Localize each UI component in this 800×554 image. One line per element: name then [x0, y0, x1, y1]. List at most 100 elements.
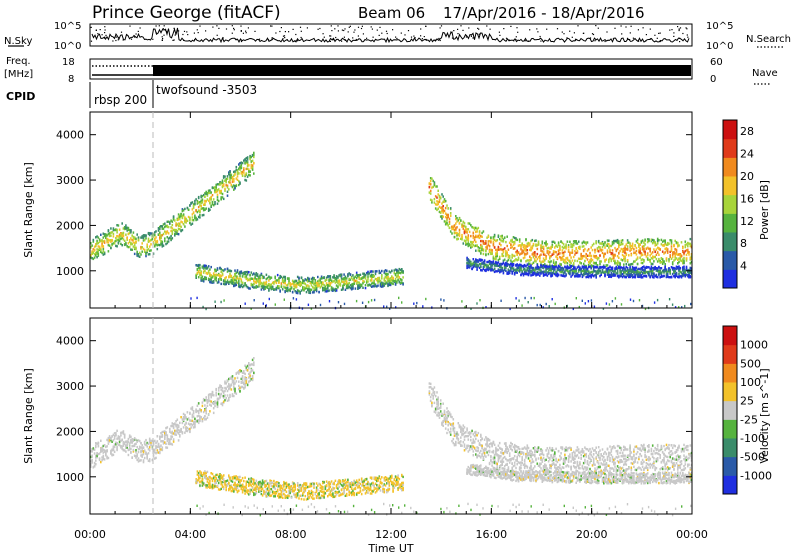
echo-point — [518, 270, 521, 273]
echo-point — [586, 258, 589, 261]
echo-point — [540, 249, 542, 252]
echo-point — [669, 254, 671, 257]
echo-point — [590, 267, 592, 270]
echo-point — [626, 241, 629, 245]
echo-point — [571, 273, 574, 277]
echo-point — [185, 429, 187, 432]
echo-point — [176, 427, 179, 431]
echo-point — [608, 303, 611, 306]
echo-point — [488, 262, 491, 265]
echo-point — [330, 288, 333, 291]
echo-point — [623, 270, 625, 273]
nsearch-point — [231, 32, 233, 34]
nsearch-point — [372, 36, 374, 38]
nsearch-point — [659, 40, 661, 43]
echo-point — [255, 281, 258, 284]
echo-point — [187, 417, 190, 420]
echo-point — [392, 282, 394, 286]
echo-point — [332, 276, 334, 279]
echo-point — [451, 225, 453, 228]
echo-point — [342, 280, 344, 284]
echo-point — [663, 252, 665, 255]
echo-point — [100, 450, 102, 453]
echo-point — [249, 274, 251, 277]
echo-point — [616, 274, 619, 278]
nsearch-point — [352, 37, 354, 39]
echo-point — [165, 224, 167, 228]
echo-point — [381, 274, 383, 278]
echo-point — [635, 253, 638, 256]
echo-point — [576, 275, 579, 278]
echo-point — [648, 247, 650, 250]
echo-point — [166, 220, 169, 223]
echo-point — [685, 243, 688, 246]
echo-point — [592, 270, 595, 273]
echo-point — [329, 284, 332, 287]
echo-point — [555, 265, 557, 268]
echo-point — [480, 259, 482, 262]
echo-point — [586, 254, 589, 257]
echo-point — [473, 238, 476, 242]
echo-point — [148, 239, 151, 243]
echo-point — [525, 272, 527, 275]
echo-point — [569, 272, 571, 276]
echo-point — [586, 273, 589, 277]
echo-point — [126, 229, 128, 232]
echo-point — [610, 275, 613, 279]
echo-point — [186, 206, 189, 210]
echo-point — [189, 216, 191, 219]
echo-point — [177, 233, 180, 236]
nsearch-point — [344, 28, 346, 30]
echo-point — [229, 280, 231, 283]
echo-point — [681, 306, 683, 309]
echo-point — [121, 234, 123, 238]
echo-point — [402, 271, 404, 274]
echo-point — [475, 260, 477, 263]
echo-point — [490, 239, 492, 242]
echo-point — [330, 279, 333, 282]
echo-point — [670, 257, 673, 260]
echo-point — [146, 245, 148, 248]
echo-point — [472, 263, 475, 266]
echo-point — [161, 435, 164, 438]
echo-point — [565, 266, 567, 269]
colorbar-tick-label: 12 — [740, 215, 754, 228]
echo-point — [608, 239, 610, 242]
echo-point — [202, 213, 205, 217]
echo-point — [480, 243, 482, 247]
echo-point — [221, 274, 224, 277]
echo-point — [335, 284, 338, 287]
echo-point — [522, 272, 525, 276]
echo-point — [654, 244, 656, 247]
echo-point — [531, 272, 534, 275]
echo-point — [294, 283, 296, 287]
echo-point — [209, 191, 211, 195]
echo-point — [315, 281, 318, 285]
echo-point — [352, 282, 354, 286]
echo-point — [185, 217, 187, 221]
echo-point — [477, 226, 480, 230]
echo-point — [255, 278, 258, 281]
echo-point — [556, 245, 559, 248]
echo-point — [166, 240, 169, 243]
echo-point — [106, 457, 108, 460]
echo-point — [545, 240, 547, 243]
echo-point — [523, 252, 526, 255]
nsearch-point — [515, 39, 517, 41]
echo-point — [169, 430, 171, 433]
echo-point — [280, 275, 283, 279]
echo-point — [368, 272, 370, 275]
echo-point — [92, 466, 95, 469]
echo-point — [122, 432, 125, 435]
echo-point — [625, 276, 628, 279]
echo-point — [665, 246, 668, 250]
echo-point — [539, 254, 541, 257]
echo-point — [546, 251, 549, 254]
echo-point — [541, 260, 544, 263]
echo-point — [650, 270, 653, 273]
echo-point — [348, 277, 350, 281]
nsearch-point — [331, 30, 333, 32]
echo-point — [638, 267, 640, 271]
nsearch-point — [486, 25, 488, 27]
echo-point — [376, 278, 378, 282]
